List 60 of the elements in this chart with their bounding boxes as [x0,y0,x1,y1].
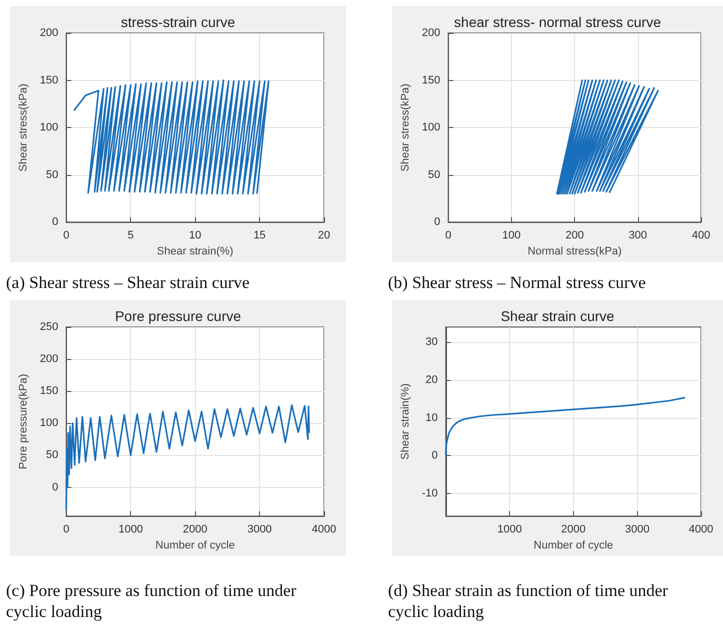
chart-title: Shear strain curve [500,308,615,324]
x-tick-label: 1000 [497,524,522,536]
y-tick-label: 0 [432,450,438,462]
x-tick-label: 0 [63,230,70,242]
y-tick-label: 20 [426,374,438,386]
y-axis-title: Shear stress(kPa) [400,84,412,172]
y-tick-label: 0 [434,216,440,228]
x-axis-title: Normal stress(kPa) [528,246,622,258]
x-tick-label: 5 [128,230,134,242]
y-tick-label: 30 [426,336,438,348]
chart-title: shear stress- normal stress curve [454,14,662,30]
y-tick-label: 50 [46,168,58,181]
line-series [65,404,310,510]
chart-title: stress-strain curve [120,14,236,30]
y-tick-label: 250 [40,321,58,333]
x-tick-label: 1000 [118,524,143,536]
y-tick-label: 150 [40,385,58,398]
x-axis-title: Shear strain(%) [156,246,234,258]
y-tick-label: 0 [52,481,58,494]
x-tick-label: 10 [189,230,202,242]
x-tick-label: 3000 [624,524,650,536]
x-tick-label: 0 [445,230,452,242]
x-tick-label: 400 [692,230,710,242]
x-tick-label: 200 [565,230,584,242]
y-tick-label: 200 [40,353,58,366]
y-tick-label: -10 [422,487,438,500]
y-axis-title: Pore pressure(kPa) [18,374,30,470]
x-tick-label: 3000 [247,524,272,536]
x-axis-title: Number of cycle [155,540,235,552]
text: (c) Pore pressure as function of time under cyclic loading [6,580,298,622]
y-tick-label: 100 [40,122,58,134]
x-tick-label: 300 [628,230,647,242]
x-tick-label: 2000 [182,524,208,536]
y-tick-label: 200 [422,27,440,39]
y-tick-label: 150 [40,74,58,86]
x-tick-label: 4000 [312,524,336,536]
y-tick-label: 50 [46,449,58,462]
line-series [556,79,659,195]
y-tick-label: 0 [52,216,58,228]
y-tick-label: 200 [40,27,58,39]
text: (d) Shear strain as function of time under cyclic loading [388,580,669,622]
y-tick-label: 150 [422,74,440,86]
y-tick-label: 100 [40,417,58,430]
x-axis-title: Number of cycle [534,540,614,552]
line-series [445,396,686,456]
x-tick-label: 0 [63,524,70,536]
x-tick-label: 20 [318,230,330,242]
chart-title: Pore pressure curve [114,308,242,324]
x-tick-label: 4000 [688,524,714,536]
x-tick-label: 100 [502,230,521,242]
x-tick-label: 2000 [561,524,586,536]
y-axis-title: Shear strain(%) [400,383,412,460]
text: (a) Shear stress – Shear strain curve [6,272,251,293]
line-series [73,79,270,195]
y-axis-title: Shear stress(kPa) [18,84,30,172]
x-tick-label: 15 [253,230,266,242]
y-tick-label: 10 [426,412,438,424]
y-tick-label: 50 [428,168,440,181]
text: (b) Shear stress – Normal stress curve [388,272,647,293]
y-tick-label: 100 [422,122,440,134]
